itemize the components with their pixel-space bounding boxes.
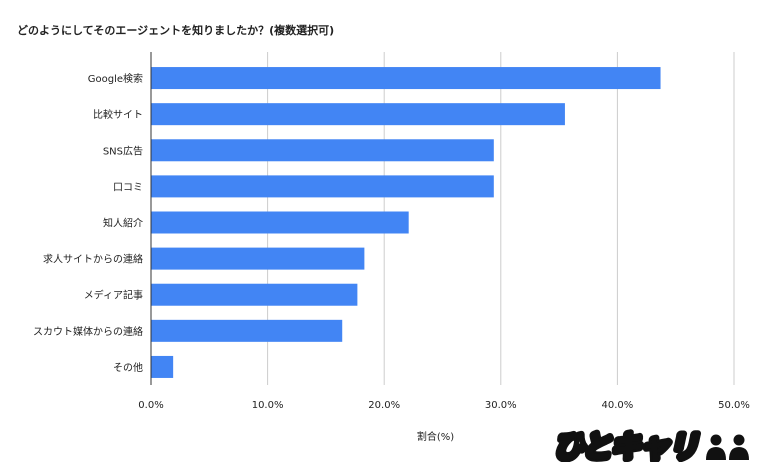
bar <box>151 247 365 270</box>
hitocari-logo: ひとキャリ ひとキャリ <box>549 428 749 462</box>
chart-title: どのようにしてそのエージェントを知りましたか？(複数選択可) <box>17 24 335 37</box>
category-label: 口コミ <box>113 182 143 193</box>
category-label: 知人紹介 <box>103 217 143 230</box>
svg-text:ひとキャリ: ひとキャリ <box>552 430 703 462</box>
x-tick-label: 20.0% <box>368 400 400 411</box>
category-label: SNS広告 <box>103 144 143 157</box>
bar <box>151 283 358 306</box>
x-tick-label: 30.0% <box>485 400 517 411</box>
category-label: Google検索 <box>88 72 143 85</box>
people-icon <box>706 434 749 460</box>
x-tick-label: 0.0% <box>138 400 163 411</box>
category-label: スカウト媒体からの連絡 <box>33 325 143 338</box>
category-label: その他 <box>113 361 143 374</box>
bar <box>151 67 661 90</box>
x-tick-label: 10.0% <box>252 400 284 411</box>
bar <box>151 355 174 378</box>
x-tick-labels: 0.0% 10.0% 20.0% 30.0% 40.0% 50.0% <box>138 400 750 411</box>
bar <box>151 319 343 342</box>
category-label: 求人サイトからの連絡 <box>43 253 143 266</box>
x-tick-label: 40.0% <box>602 400 634 411</box>
category-label: メディア記事 <box>84 289 143 302</box>
category-label: 比較サイト <box>93 108 143 121</box>
bar-layer <box>151 67 661 378</box>
bar <box>151 139 494 162</box>
x-axis-title: 割合(%) <box>417 430 454 443</box>
bar <box>151 175 494 198</box>
bar <box>151 211 409 234</box>
bar <box>151 103 565 126</box>
svg-text:ひとキャリ: ひとキャリ <box>552 430 703 462</box>
x-tick-label: 50.0% <box>718 400 750 411</box>
